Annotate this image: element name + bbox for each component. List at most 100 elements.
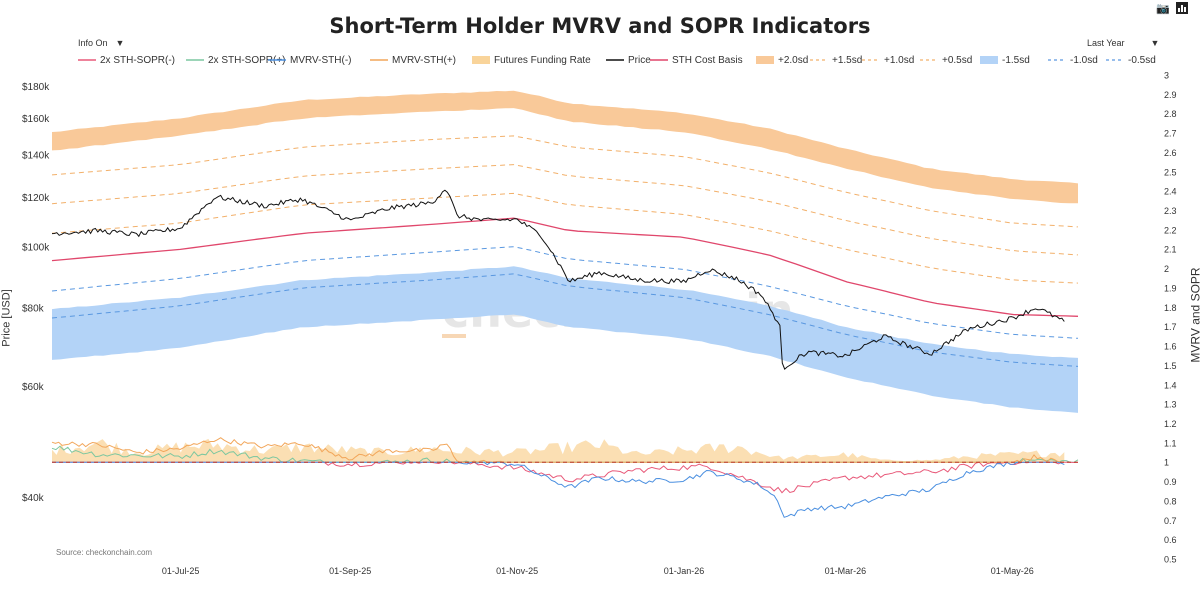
legend-swatch [606, 59, 624, 61]
y-right-tick-label: 2.1 [1164, 245, 1177, 255]
legend-label: Price [628, 54, 651, 66]
x-tick-label: 01-Sep-25 [329, 566, 371, 576]
x-tick-label: 01-Jan-26 [664, 566, 705, 576]
y-left-tick-label: $40k [22, 493, 45, 504]
legend-item[interactable]: Price [606, 54, 651, 66]
y-right-tick-label: 0.6 [1164, 535, 1177, 545]
y-right-tick-label: 1.3 [1164, 400, 1177, 410]
bar-chart-icon-glyph [1176, 2, 1188, 14]
mvrv-negative-line [52, 461, 1065, 518]
legend-item[interactable]: +2.0sd [756, 54, 808, 66]
sth-cost-basis-line [51, 217, 1079, 317]
legend-label: MVRV-STH(-) [290, 54, 352, 66]
y-right-tick-label: 2.5 [1164, 167, 1177, 177]
y-right-tick-label: 2.8 [1164, 109, 1177, 119]
sopr-negative-line [52, 461, 1079, 494]
legend-swatch [650, 59, 668, 61]
band-minus-1-5sd [52, 266, 1078, 413]
line-minus-0-5sd [51, 246, 1079, 339]
y-right-tick-label: 2.3 [1164, 206, 1177, 216]
y-left-tick-label: $140k [22, 151, 50, 162]
x-tick-label: 01-Jul-25 [162, 566, 200, 576]
legend-swatch [472, 56, 490, 64]
legend-label: +1.5sd [832, 54, 863, 66]
legend-swatch [810, 59, 828, 61]
legend-swatch [980, 56, 998, 64]
legend-label: -1.0sd [1070, 54, 1098, 66]
chevron-down-icon: ▼ [115, 38, 125, 48]
chart-title: Short-Term Holder MVRV and SOPR Indicato… [329, 14, 871, 38]
y-left-tick-label: $120k [22, 193, 50, 204]
legend-item[interactable]: MVRV-STH(+) [370, 54, 456, 66]
y-right-tick-label: 2.2 [1164, 225, 1177, 235]
legend-item[interactable]: +0.5sd [920, 54, 972, 66]
legend-item[interactable]: -1.5sd [980, 54, 1030, 66]
legend-item[interactable]: -1.0sd [1048, 54, 1098, 66]
legend-item[interactable]: +1.5sd [810, 54, 862, 66]
y-axis-left-title: Price [USD] [0, 289, 13, 347]
legend-item[interactable]: Futures Funding Rate [472, 54, 591, 66]
y-right-tick-label: 1 [1164, 458, 1169, 468]
legend-swatch [370, 59, 388, 61]
y-right-tick-label: 1.9 [1164, 284, 1177, 294]
x-tick-label: 01-Mar-26 [825, 566, 867, 576]
y-left-tick-label: $160k [22, 114, 50, 125]
range-label: Last Year [1087, 38, 1125, 48]
legend-swatch [1106, 59, 1124, 61]
legend-label: -1.5sd [1002, 54, 1030, 66]
y-right-tick-label: 2.9 [1164, 90, 1177, 100]
legend-item[interactable]: 2x STH-SOPR(+) [186, 54, 286, 66]
y-right-tick-label: 1.7 [1164, 322, 1177, 332]
y-axis-right-title: MVRV and SOPR [1188, 267, 1200, 363]
legend-swatch [756, 56, 774, 64]
y-right-tick-label: 1.1 [1164, 438, 1177, 448]
y-left-tick-label: $60k [22, 382, 45, 393]
y-right-tick-label: 0.5 [1164, 555, 1177, 565]
band-plus-2sd [52, 90, 1078, 204]
legend-swatch [268, 59, 286, 61]
info-toggle-label: Info On [78, 38, 108, 48]
legend-label: STH Cost Basis [672, 54, 743, 66]
legend-item[interactable]: -0.5sd [1106, 54, 1156, 66]
legend-swatch [1048, 59, 1066, 61]
x-tick-label: 01-May-26 [991, 566, 1034, 576]
y-right-tick-label: 0.8 [1164, 496, 1177, 506]
legend-swatch [78, 59, 96, 61]
legend-label: MVRV-STH(+) [392, 54, 456, 66]
camera-icon[interactable]: 📷 [1156, 3, 1170, 15]
legend-swatch [186, 59, 204, 61]
x-tick-label: 01-Nov-25 [496, 566, 538, 576]
y-right-tick-label: 0.7 [1164, 516, 1177, 526]
legend-label: +2.0sd [778, 54, 809, 66]
legend-item[interactable]: +1.0sd [862, 54, 914, 66]
line-plus-0-5sd [51, 192, 1079, 284]
legend-swatch [862, 59, 880, 61]
y-left-tick-label: $180k [22, 82, 50, 93]
legend-label: +0.5sd [942, 54, 973, 66]
y-right-tick-label: 1.2 [1164, 419, 1177, 429]
y-right-tick-label: 1.4 [1164, 380, 1177, 390]
legend-label: Futures Funding Rate [494, 54, 591, 66]
y-right-tick-label: 2 [1164, 264, 1169, 274]
y-right-tick-label: 1.6 [1164, 342, 1177, 352]
legend-label: +1.0sd [884, 54, 915, 66]
y-right-tick-label: 3 [1164, 71, 1169, 81]
legend-swatch [920, 59, 938, 61]
bar-chart-icon[interactable] [1176, 1, 1188, 19]
legend: 2x STH-SOPR(-) 2x STH-SOPR(+) MVRV-STH(-) M… [0, 54, 1200, 70]
y-right-tick-label: 1.8 [1164, 303, 1177, 313]
legend-item[interactable]: MVRV-STH(-) [268, 54, 351, 66]
watermark-mark [442, 334, 466, 338]
y-right-tick-label: 2.4 [1164, 187, 1177, 197]
line-plus-1-5sd [51, 135, 1079, 228]
funding-rate-area [52, 438, 1065, 463]
info-toggle-dropdown[interactable]: Info On ▼ [78, 38, 124, 48]
legend-item[interactable]: 2x STH-SOPR(-) [78, 54, 175, 66]
y-right-tick-label: 0.9 [1164, 477, 1177, 487]
y-left-tick-label: $100k [22, 243, 50, 254]
range-dropdown[interactable]: Last Year ▼ [1087, 38, 1159, 48]
y-right-tick-label: 1.5 [1164, 361, 1177, 371]
y-right-tick-label: 2.6 [1164, 148, 1177, 158]
legend-item[interactable]: STH Cost Basis [650, 54, 743, 66]
